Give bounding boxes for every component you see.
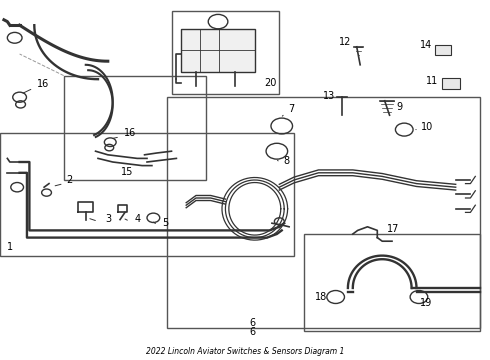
Text: 7: 7 bbox=[288, 104, 294, 114]
Text: 1: 1 bbox=[7, 242, 14, 252]
Text: 17: 17 bbox=[387, 224, 399, 234]
Text: 16: 16 bbox=[124, 128, 136, 138]
Text: 11: 11 bbox=[426, 76, 439, 86]
Text: 6: 6 bbox=[249, 318, 255, 328]
Text: 6: 6 bbox=[249, 327, 255, 337]
Text: 9: 9 bbox=[396, 102, 402, 112]
Text: 3: 3 bbox=[105, 215, 111, 225]
Text: 4: 4 bbox=[135, 215, 141, 225]
FancyBboxPatch shape bbox=[435, 45, 451, 55]
Text: 15: 15 bbox=[121, 167, 134, 177]
Text: 13: 13 bbox=[323, 91, 335, 101]
FancyBboxPatch shape bbox=[181, 29, 255, 72]
Text: 20: 20 bbox=[265, 78, 277, 89]
Text: 2: 2 bbox=[66, 175, 73, 185]
Text: 12: 12 bbox=[339, 37, 351, 47]
Text: 5: 5 bbox=[162, 218, 168, 228]
Text: 8: 8 bbox=[283, 156, 289, 166]
Text: 19: 19 bbox=[420, 298, 433, 308]
Text: 14: 14 bbox=[420, 40, 432, 50]
Text: 2022 Lincoln Aviator Switches & Sensors Diagram 1: 2022 Lincoln Aviator Switches & Sensors … bbox=[146, 347, 344, 356]
Text: 10: 10 bbox=[421, 122, 434, 132]
Text: 18: 18 bbox=[315, 292, 327, 302]
FancyBboxPatch shape bbox=[442, 78, 460, 89]
Text: 16: 16 bbox=[37, 79, 49, 89]
